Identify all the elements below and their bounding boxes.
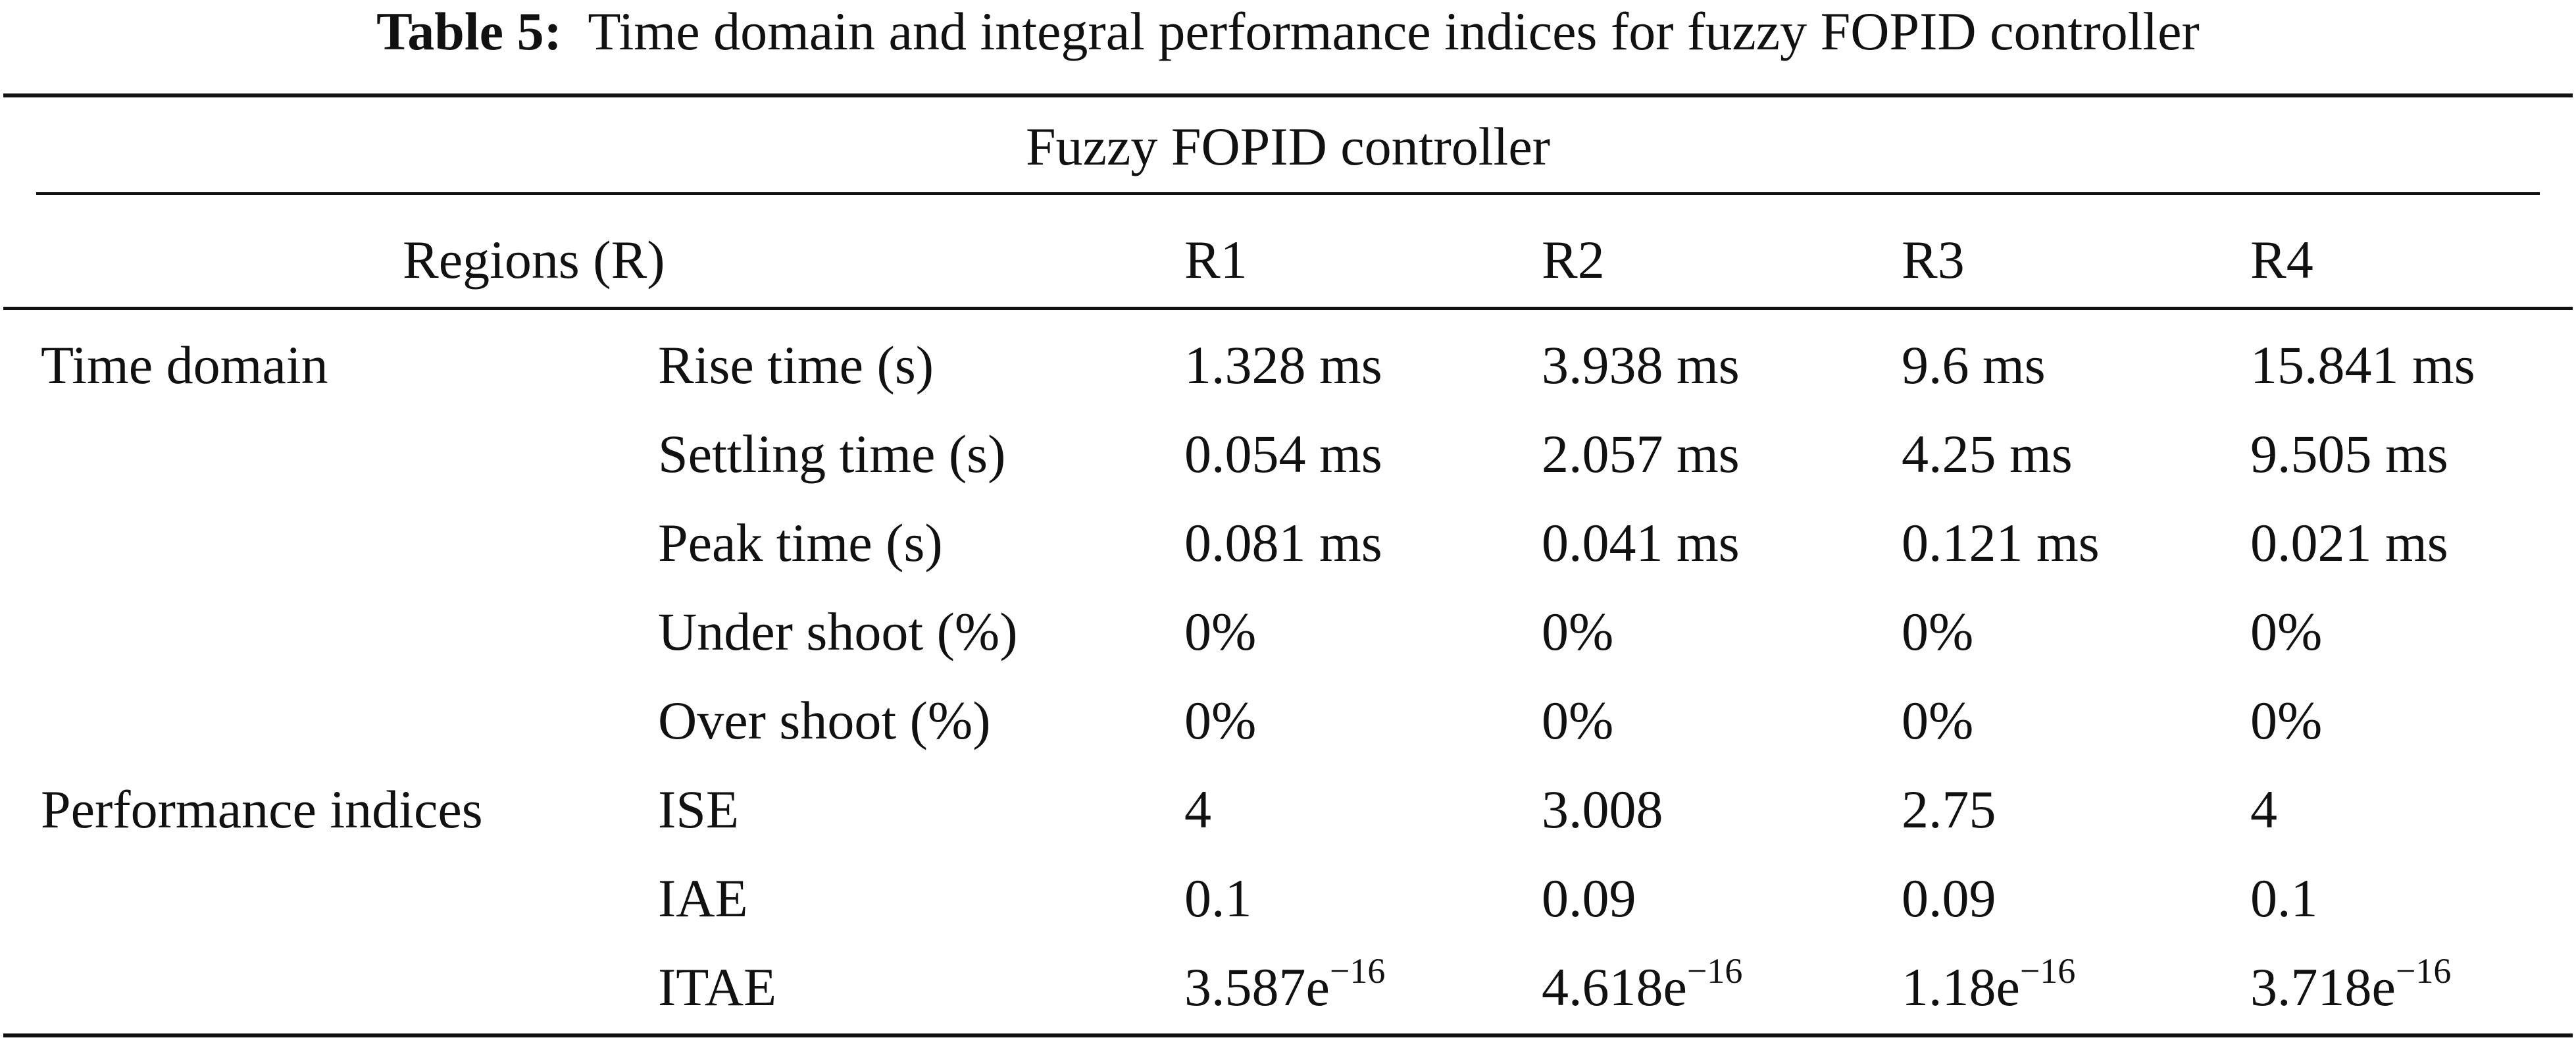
table-cell: 3.587e−16 (1184, 953, 1385, 1019)
group-header-rule (36, 192, 2540, 195)
table-cell: 9.505 ms (2250, 424, 2448, 484)
table-cell: 3.718e−16 (2250, 953, 2451, 1019)
table-cell: 1.328 ms (1184, 335, 1382, 395)
row-label-over-shoot: Over shoot (%) (658, 691, 991, 750)
table-cell: 2.75 (1902, 779, 1996, 839)
table-cell: 4.25 ms (1902, 424, 2073, 484)
itae-mantissa: 3.718e (2250, 957, 2396, 1017)
table-cell: 0.1 (2250, 868, 2318, 928)
table-cell: 0.041 ms (1542, 513, 1740, 573)
row-label-peak-time: Peak time (s) (658, 513, 943, 573)
row-label-under-shoot: Under shoot (%) (658, 602, 1018, 662)
table-cell: 0% (2250, 691, 2323, 750)
table-cell: 0.054 ms (1184, 424, 1382, 484)
section-label-time-domain: Time domain (41, 335, 328, 395)
table-cell: 0% (1184, 602, 1257, 662)
table-cell: 0% (1902, 602, 1974, 662)
caption-text: Time domain and integral performance ind… (588, 1, 2200, 61)
row-label-settling-time: Settling time (s) (658, 424, 1006, 484)
row-label-itae: ITAE (658, 957, 777, 1017)
table-cell: 0% (1542, 602, 1614, 662)
column-header-r3: R3 (1902, 230, 1965, 290)
regions-header: Regions (R) (403, 230, 665, 290)
table-cell: 4 (2250, 779, 2277, 839)
table-cell: 0.09 (1542, 868, 1636, 928)
itae-exponent: −16 (1329, 951, 1386, 991)
column-header-rule (3, 307, 2573, 310)
table-cell: 0.121 ms (1902, 513, 2100, 573)
itae-mantissa: 3.587e (1184, 957, 1330, 1017)
table-cell: 3.938 ms (1542, 335, 1740, 395)
table-cell: 3.008 (1542, 779, 1663, 839)
caption-label: Table 5: (376, 1, 562, 61)
table-cell: 0% (2250, 602, 2323, 662)
table-cell: 0.09 (1902, 868, 1996, 928)
table-cell: 9.6 ms (1902, 335, 2046, 395)
table-cell: 0% (1184, 691, 1257, 750)
itae-exponent: −16 (1686, 951, 1743, 991)
table-cell: 0.081 ms (1184, 513, 1382, 573)
column-header-r4: R4 (2250, 230, 2313, 290)
table-top-rule (3, 93, 2573, 97)
table-caption: Table 5: Time domain and integral perfor… (0, 0, 2576, 74)
table-cell: 0.1 (1184, 868, 1252, 928)
table-cell: 4 (1184, 779, 1211, 839)
section-label-performance-indices: Performance indices (41, 779, 483, 839)
table-cell: 0% (1542, 691, 1614, 750)
controller-group-header: Fuzzy FOPID controller (1025, 117, 1551, 176)
column-header-r1: R1 (1184, 230, 1248, 290)
row-label-rise-time: Rise time (s) (658, 335, 934, 395)
itae-mantissa: 4.618e (1542, 957, 1687, 1017)
table-cell: 0% (1902, 691, 1974, 750)
table-cell: 2.057 ms (1542, 424, 1740, 484)
table-bottom-rule (3, 1033, 2573, 1037)
row-label-ise: ISE (658, 779, 739, 839)
column-header-r2: R2 (1542, 230, 1605, 290)
itae-exponent: −16 (2395, 951, 2452, 991)
itae-mantissa: 1.18e (1902, 957, 2020, 1017)
table-cell: 0.021 ms (2250, 513, 2448, 573)
table-cell: 15.841 ms (2250, 335, 2475, 395)
itae-exponent: −16 (2019, 951, 2076, 991)
row-label-iae: IAE (658, 868, 748, 928)
table-cell: 4.618e−16 (1542, 953, 1742, 1019)
table-cell: 1.18e−16 (1902, 953, 2075, 1019)
